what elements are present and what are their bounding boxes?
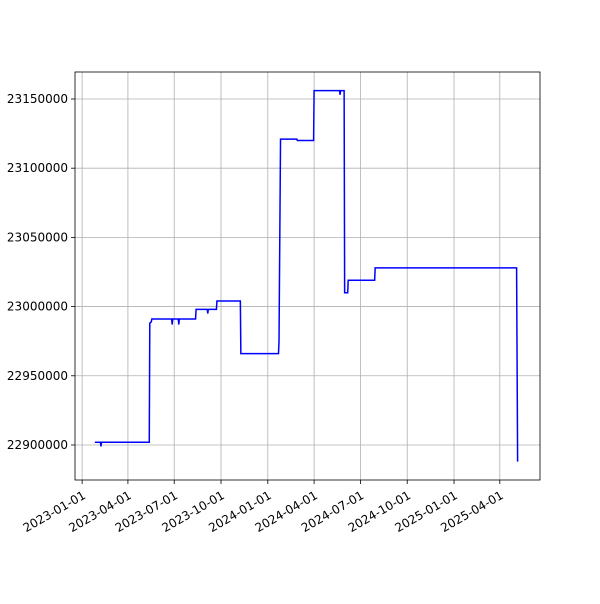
data-line [94,89,519,462]
y-tick-label: 23000000 [7,300,68,314]
y-tick-label: 22900000 [7,438,68,452]
y-tick-label: 23100000 [7,161,68,175]
y-tick-label: 23050000 [7,230,68,244]
plot-frame [74,71,541,481]
y-tick-label: 22950000 [7,369,68,383]
y-tick-label: 23150000 [7,92,68,106]
